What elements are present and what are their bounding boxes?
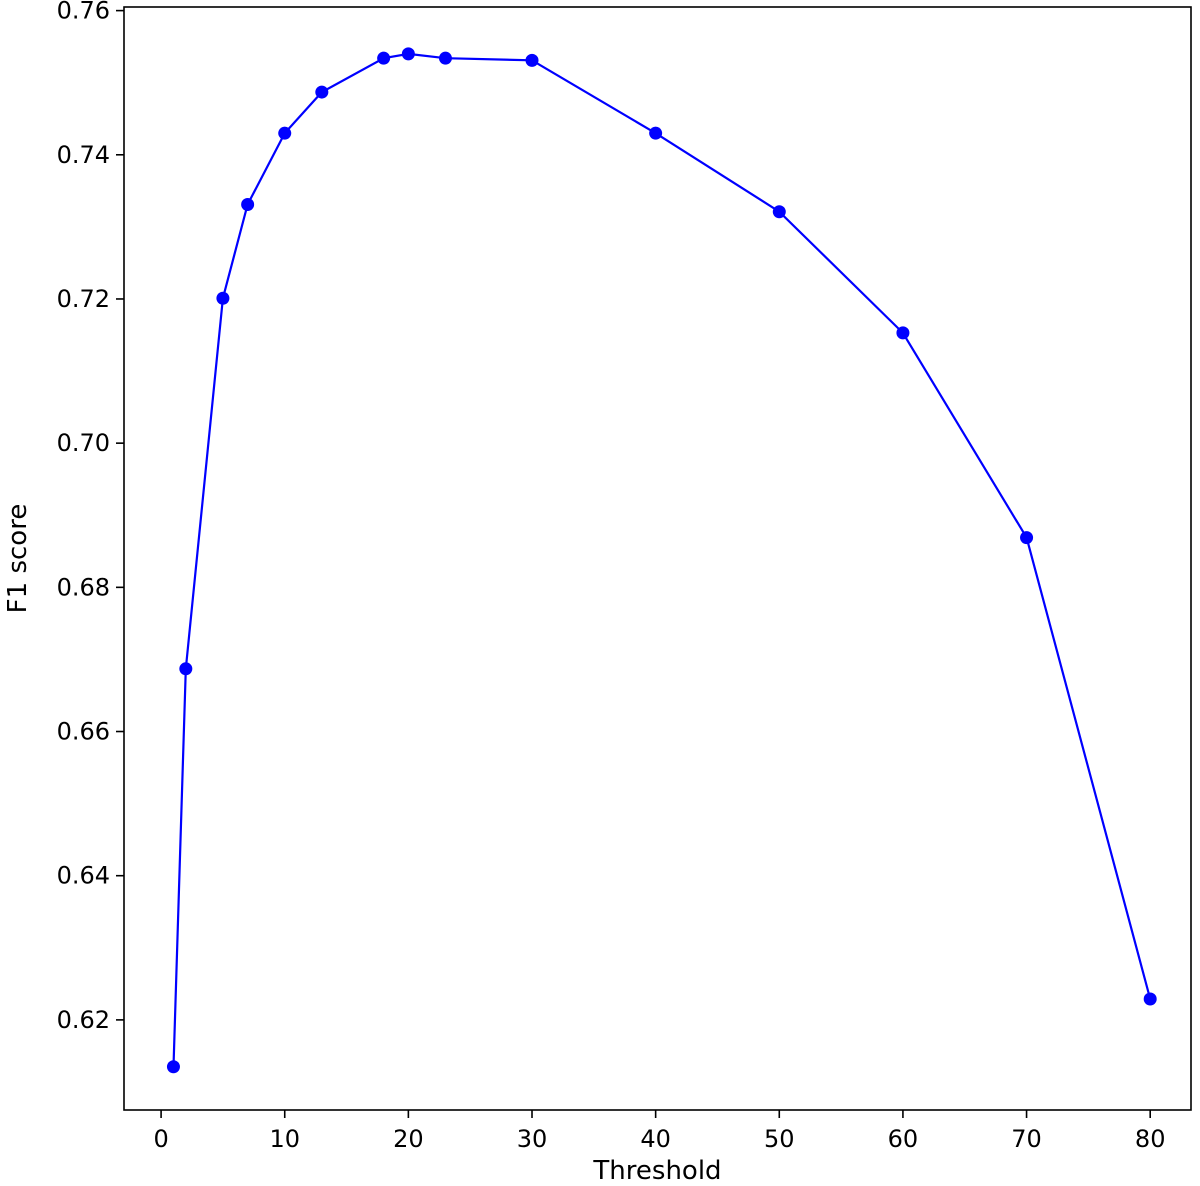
x-tick-label: 60 xyxy=(888,1125,919,1153)
data-point xyxy=(1143,992,1157,1006)
y-tick-label: 0.70 xyxy=(57,429,110,457)
x-axis-title: Threshold xyxy=(592,1156,721,1186)
x-tick-label: 80 xyxy=(1135,1125,1166,1153)
x-tick-label: 0 xyxy=(153,1125,168,1153)
data-point xyxy=(438,51,452,65)
data-point xyxy=(401,47,415,61)
y-tick-label: 0.76 xyxy=(57,0,110,25)
data-point xyxy=(315,85,329,99)
data-point xyxy=(1020,531,1034,545)
y-tick-label: 0.72 xyxy=(57,285,110,313)
x-tick-label: 20 xyxy=(393,1125,424,1153)
y-axis-title: F1 score xyxy=(3,504,33,614)
data-point xyxy=(377,51,391,65)
series-line xyxy=(172,52,1152,1067)
data-point xyxy=(166,1060,180,1074)
data-point xyxy=(649,126,663,140)
data-point xyxy=(278,126,292,140)
y-tick-label: 0.68 xyxy=(57,573,110,601)
plot-area xyxy=(123,6,1192,1111)
y-axis-ticks: 0.62 0.64 0.66 0.68 0.70 0.72 0.74 0.76 xyxy=(57,0,124,1034)
x-tick-label: 40 xyxy=(640,1125,671,1153)
x-tick-label: 10 xyxy=(269,1125,300,1153)
x-tick-label: 70 xyxy=(1011,1125,1042,1153)
series-points xyxy=(166,47,1157,1074)
data-point xyxy=(241,198,255,212)
data-point xyxy=(772,205,786,219)
x-axis-ticks: 0 10 20 30 40 50 60 70 80 xyxy=(153,1110,1165,1153)
y-tick-label: 0.74 xyxy=(57,141,110,169)
y-tick-label: 0.64 xyxy=(57,862,110,890)
data-point xyxy=(216,291,230,305)
y-tick-label: 0.66 xyxy=(57,718,110,746)
data-point xyxy=(179,662,193,676)
data-point xyxy=(896,326,910,340)
x-tick-label: 50 xyxy=(764,1125,795,1153)
x-tick-label: 30 xyxy=(517,1125,548,1153)
y-tick-label: 0.62 xyxy=(57,1006,110,1034)
data-point xyxy=(525,53,539,67)
